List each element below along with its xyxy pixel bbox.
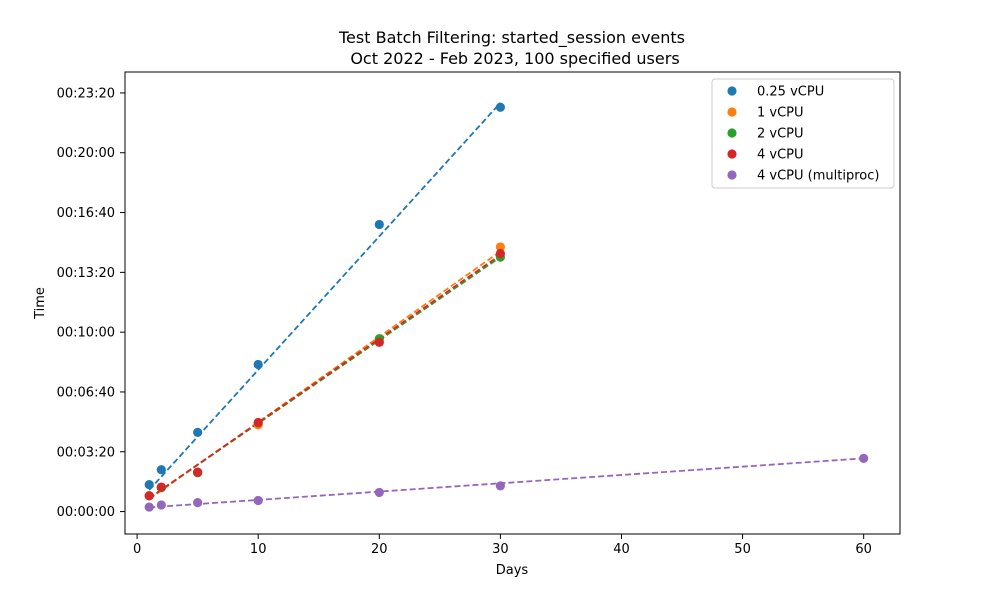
data-point-4-vcpu <box>156 482 166 492</box>
legend: 0.25 vCPU 1 vCPU 2 vCPU 4 vCPU 4 vCPU (multi… <box>711 78 895 189</box>
legend-marker-2-vcpu <box>727 128 737 138</box>
legend-label-1-vcpu: 1 vCPU <box>757 106 804 121</box>
data-point-0-25-vcpu <box>156 465 166 475</box>
y-tick-label: 00:20:00 <box>57 146 115 161</box>
legend-frame <box>711 78 895 189</box>
data-point-4-vcpu-multiproc <box>144 502 154 512</box>
data-point-4-vcpu-multiproc <box>374 487 384 498</box>
y-axis: 00:00:00 00:03:20 00:06:40 00:10:00 00:13:20… <box>57 86 125 520</box>
data-point-0-25-vcpu <box>495 102 505 112</box>
data-point-4-vcpu <box>495 248 505 259</box>
data-point-0-25-vcpu <box>144 480 154 490</box>
y-tick-label: 00:10:00 <box>57 326 115 341</box>
data-point-0-25-vcpu <box>374 219 384 230</box>
data-point-1-vcpu <box>495 242 505 252</box>
y-tick-label: 00:00:00 <box>57 505 115 520</box>
data-point-4-vcpu-multiproc <box>156 500 166 510</box>
y-tick-label: 00:03:20 <box>57 445 115 460</box>
data-point-4-vcpu <box>144 491 154 501</box>
legend-marker-1-vcpu <box>727 107 737 117</box>
x-tick-label: 0 <box>133 542 141 557</box>
data-points <box>144 102 869 512</box>
trend-line-0-25-vcpu <box>148 102 502 491</box>
y-tick-label: 00:06:40 <box>57 385 115 400</box>
data-point-4-vcpu-multiproc <box>193 498 203 508</box>
data-point-4-vcpu-multiproc <box>859 453 869 463</box>
data-point-4-vcpu-multiproc <box>495 481 505 491</box>
y-tick-label: 00:13:20 <box>57 266 115 281</box>
data-point-4-vcpu-multiproc <box>253 495 263 506</box>
data-point-4-vcpu <box>374 337 384 347</box>
legend-marker-0-25-vcpu <box>727 86 737 96</box>
legend-label-4-vcpu-multiproc: 4 vCPU (multiproc) <box>757 169 879 184</box>
x-tick-label: 60 <box>855 542 872 557</box>
data-point-0-25-vcpu <box>253 359 263 370</box>
legend-label-4-vcpu: 4 vCPU <box>757 148 804 163</box>
chart-title: Test Batch Filtering: started_session ev… <box>338 28 685 48</box>
legend-marker-4-vcpu <box>727 149 737 159</box>
y-axis-label: Time <box>33 287 48 320</box>
data-point-4-vcpu <box>253 417 263 428</box>
trend-line-4-vcpu <box>148 254 501 499</box>
x-tick-label: 30 <box>492 542 509 557</box>
data-point-0-25-vcpu <box>193 427 203 437</box>
y-tick-label: 00:23:20 <box>57 86 115 101</box>
plot-frame <box>124 71 901 535</box>
chart-subtitle: Oct 2022 - Feb 2023, 100 specified users <box>350 49 679 68</box>
x-axis: 0 10 20 30 40 50 60 <box>133 534 872 557</box>
trend-line-4-vcpu-multiproc <box>149 457 864 509</box>
x-tick-label: 10 <box>250 542 267 557</box>
x-tick-label: 20 <box>371 542 388 557</box>
x-tick-label: 40 <box>613 542 630 557</box>
data-point-4-vcpu <box>193 467 203 477</box>
y-tick-label: 00:16:40 <box>57 206 115 221</box>
x-axis-label: Days <box>496 563 529 578</box>
legend-label-0-25-vcpu: 0.25 vCPU <box>757 85 824 100</box>
legend-label-2-vcpu: 2 vCPU <box>757 127 804 142</box>
fit-lines <box>148 102 864 509</box>
x-tick-label: 50 <box>734 542 751 557</box>
legend-marker-4-vcpu-multiproc <box>727 170 737 180</box>
